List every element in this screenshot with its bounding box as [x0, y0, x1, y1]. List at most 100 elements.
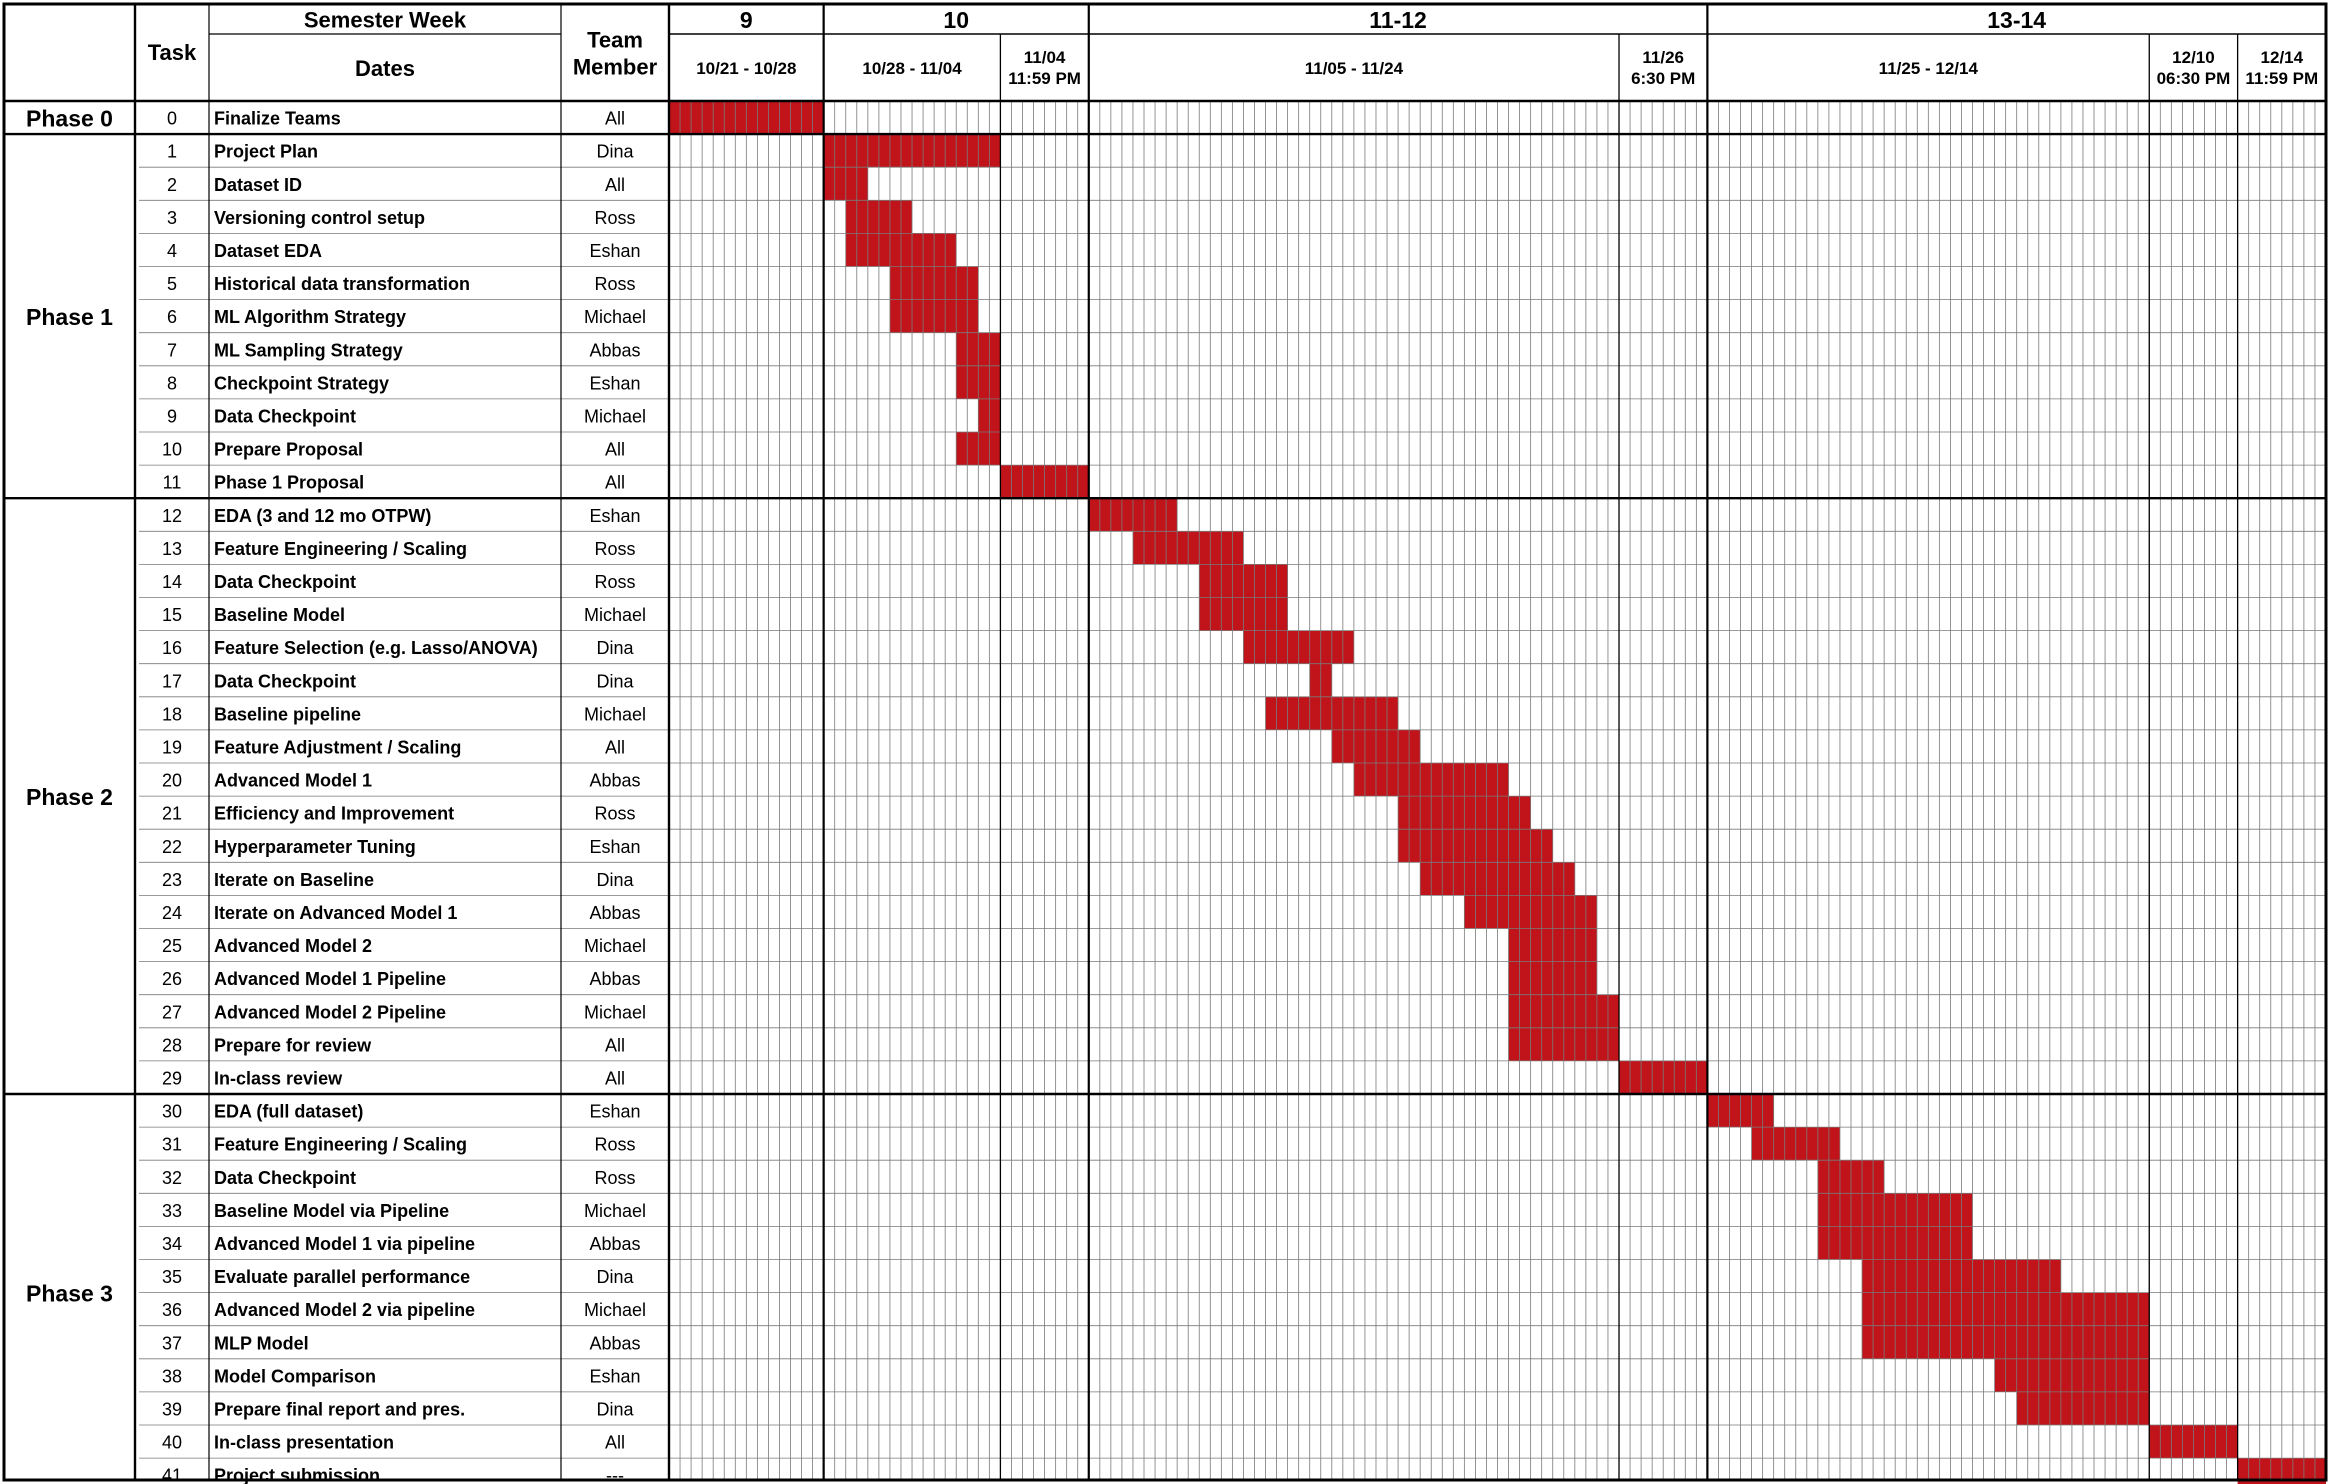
task-number: 6 — [167, 307, 177, 327]
team-member: Dina — [596, 142, 634, 162]
week-label: 13-14 — [1987, 7, 2046, 33]
deadline-label: 12/14 — [2261, 48, 2304, 67]
task-number: 33 — [162, 1201, 182, 1221]
task-name: Historical data transformation — [214, 274, 470, 294]
deadline-label: 11/04 — [1024, 48, 1066, 67]
team-member: Michael — [584, 704, 646, 724]
date-range-label: 10/28 - 11/04 — [862, 59, 962, 78]
task-number: 36 — [162, 1300, 182, 1320]
deadline-label: 12/10 — [2172, 48, 2215, 67]
task-name: EDA (full dataset) — [214, 1102, 363, 1122]
task-name: Dataset EDA — [214, 241, 322, 261]
team-member: Abbas — [589, 1234, 640, 1254]
team-member: All — [605, 175, 625, 195]
task-number: 41 — [162, 1466, 182, 1484]
task-name: Advanced Model 1 — [214, 771, 372, 791]
team-member: Ross — [594, 1135, 635, 1155]
team-member: Eshan — [589, 1366, 640, 1386]
task-name: Iterate on Baseline — [214, 870, 374, 890]
team-member: Dina — [596, 638, 634, 658]
team-member: --- — [606, 1466, 624, 1484]
week-label: 11-12 — [1369, 7, 1427, 33]
team-member: Michael — [584, 936, 646, 956]
task-name: Advanced Model 2 Pipeline — [214, 1002, 446, 1022]
task-name: Feature Selection (e.g. Lasso/ANOVA) — [214, 638, 538, 658]
team-member: Ross — [594, 274, 635, 294]
phase-label: Phase 0 — [26, 106, 113, 132]
team-member: Abbas — [589, 903, 640, 923]
task-name: ML Sampling Strategy — [214, 340, 403, 360]
task-number: 34 — [162, 1234, 182, 1254]
deadline-label: 06:30 PM — [2157, 69, 2231, 88]
task-name: Prepare Proposal — [214, 440, 363, 460]
team-member: Dina — [596, 1267, 634, 1287]
team-member: Abbas — [589, 771, 640, 791]
phase-label: Phase 3 — [26, 1281, 113, 1307]
task-number: 28 — [162, 1035, 182, 1055]
date-range-label: 11/05 - 11/24 — [1305, 59, 1404, 78]
task-name: Data Checkpoint — [214, 572, 356, 592]
team-member: All — [605, 1035, 625, 1055]
team-member: Eshan — [589, 506, 640, 526]
task-number: 5 — [167, 274, 177, 294]
task-name: Feature Engineering / Scaling — [214, 539, 467, 559]
team-member-label: Member — [573, 55, 658, 80]
task-name: Advanced Model 1 Pipeline — [214, 969, 446, 989]
team-member: Michael — [584, 1201, 646, 1221]
task-number: 12 — [162, 506, 182, 526]
team-member: Abbas — [589, 969, 640, 989]
team-member: Michael — [584, 1300, 646, 1320]
task-name: EDA (3 and 12 mo OTPW) — [214, 506, 431, 526]
phase-label: Phase 2 — [26, 784, 113, 810]
team-member: Michael — [584, 1002, 646, 1022]
task-name: Evaluate parallel performance — [214, 1267, 470, 1287]
team-member: Ross — [594, 539, 635, 559]
task-number: 7 — [167, 340, 177, 360]
task-name: Baseline Model — [214, 605, 345, 625]
task-number: 26 — [162, 969, 182, 989]
task-number: 11 — [163, 473, 182, 493]
task-number: 22 — [162, 837, 182, 857]
task-name: Versioning control setup — [214, 208, 425, 228]
task-name: Iterate on Advanced Model 1 — [214, 903, 457, 923]
task-number: 39 — [162, 1399, 182, 1419]
task-name: Project submission — [214, 1466, 380, 1484]
task-number: 40 — [162, 1433, 182, 1453]
team-member: All — [605, 473, 625, 493]
task-name: Data Checkpoint — [214, 406, 356, 426]
task-number: 19 — [162, 737, 182, 757]
team-member: Eshan — [589, 1102, 640, 1122]
task-number: 37 — [162, 1333, 182, 1353]
task-name: Finalize Teams — [214, 109, 341, 129]
task-number: 0 — [167, 109, 177, 129]
task-number: 38 — [162, 1366, 182, 1386]
team-member: Ross — [594, 804, 635, 824]
task-name: Data Checkpoint — [214, 671, 356, 691]
team-member: All — [605, 737, 625, 757]
task-number: 29 — [162, 1068, 182, 1088]
task-number: 16 — [162, 638, 182, 658]
task-name: Advanced Model 2 — [214, 936, 372, 956]
team-member: Ross — [594, 208, 635, 228]
team-member: Ross — [594, 1168, 635, 1188]
task-number: 10 — [162, 440, 182, 460]
week-label: 9 — [740, 7, 753, 33]
task-name: Feature Engineering / Scaling — [214, 1135, 467, 1155]
deadline-label: 11:59 PM — [1008, 69, 1081, 88]
task-number: 31 — [162, 1135, 182, 1155]
task-name: Prepare final report and pres. — [214, 1399, 465, 1419]
team-member: All — [605, 109, 625, 129]
task-number: 35 — [162, 1267, 182, 1287]
task-name: Hyperparameter Tuning — [214, 837, 416, 857]
task-number: 24 — [162, 903, 182, 923]
semester-week-label: Semester Week — [304, 8, 467, 33]
deadline-label: 6:30 PM — [1631, 69, 1695, 88]
task-number: 23 — [162, 870, 182, 890]
task-number: 13 — [162, 539, 182, 559]
task-name: In-class review — [214, 1068, 343, 1088]
task-number: 8 — [167, 373, 177, 393]
deadline-label: 11/26 — [1642, 48, 1684, 67]
task-name: Efficiency and Improvement — [214, 804, 454, 824]
task-number: 21 — [162, 804, 182, 824]
